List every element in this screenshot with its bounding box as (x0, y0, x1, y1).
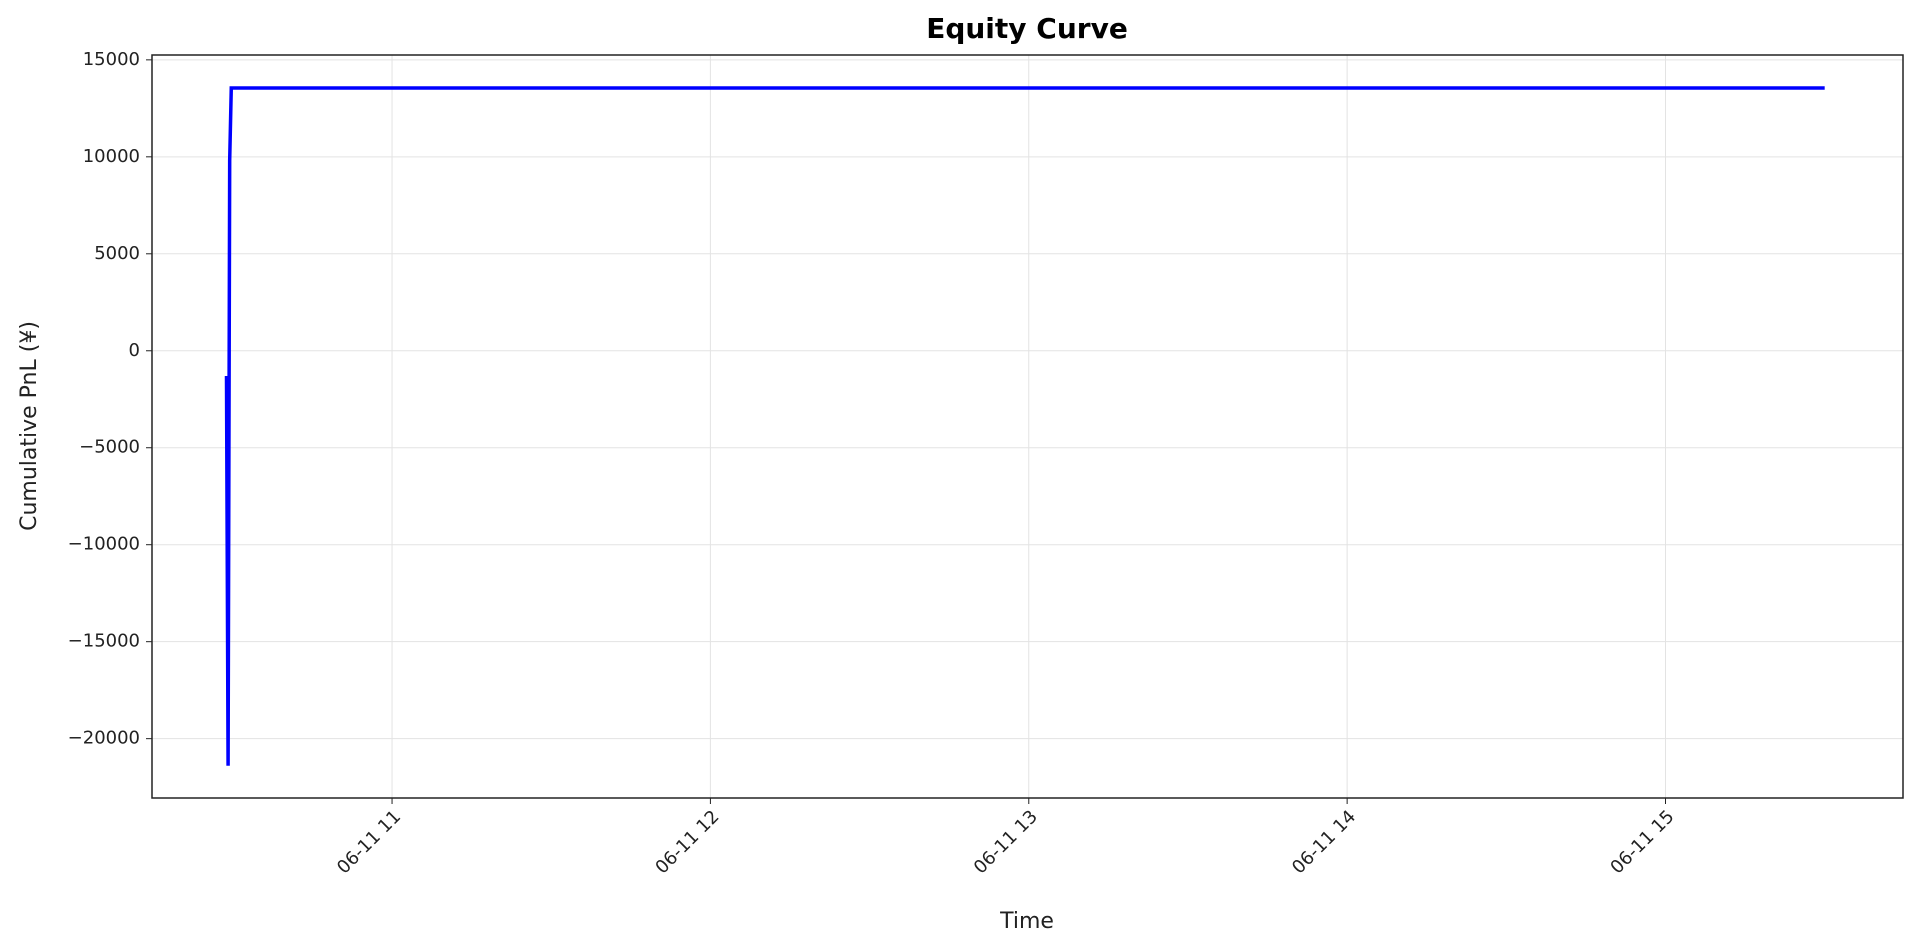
chart-title: Equity Curve (926, 12, 1128, 45)
y-axis-label: Cumulative PnL (¥) (17, 321, 42, 531)
equity-line (224, 86, 1825, 766)
x-axis-label: Time (999, 909, 1054, 934)
y-tick-label: −20000 (68, 728, 140, 749)
x-tick-label: 06-11 15 (1606, 806, 1678, 878)
y-tick-label: −10000 (68, 534, 140, 555)
x-tick-label: 06-11 11 (333, 806, 405, 878)
x-tick-label: 06-11 13 (970, 806, 1042, 878)
y-tick-label: 0 (129, 340, 140, 361)
y-tick-label: 10000 (83, 146, 140, 167)
y-tick-label: −5000 (79, 437, 140, 458)
y-tick-label: 15000 (83, 49, 140, 70)
x-tick-label: 06-11 14 (1288, 806, 1360, 878)
x-tick-label: 06-11 12 (651, 806, 723, 878)
y-tick-label: 5000 (94, 243, 140, 264)
y-tick-label: −15000 (68, 631, 140, 652)
plot-frame (151, 54, 1904, 799)
